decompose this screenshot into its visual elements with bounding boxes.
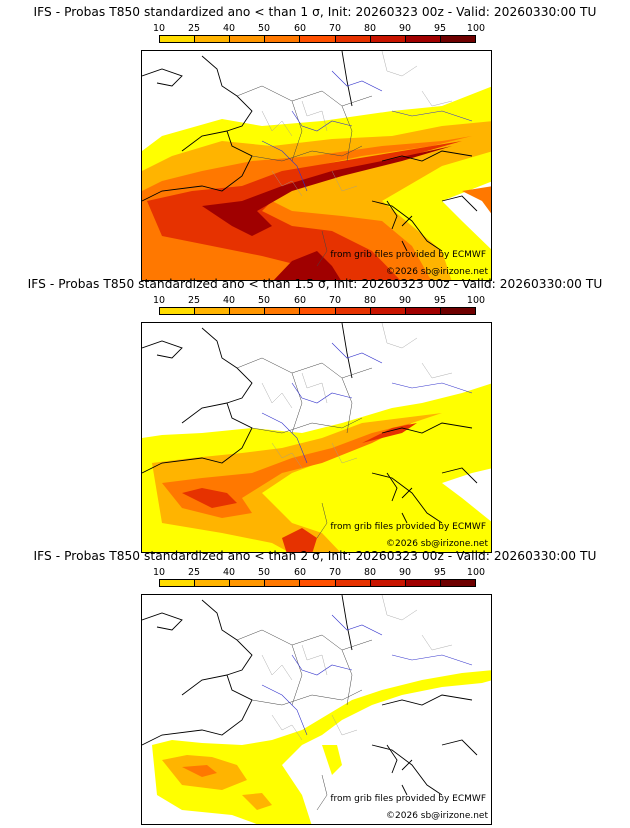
colorbar-swatch <box>160 580 196 586</box>
colorbar-tick: 60 <box>293 567 307 578</box>
map-panel-1: IFS - Probas T850 standardized ano < tha… <box>0 5 630 281</box>
colorbar-tick: 60 <box>293 295 307 306</box>
colorbar-tick: 90 <box>398 23 412 34</box>
colorbar-swatch <box>230 308 266 314</box>
panel-title: IFS - Probas T850 standardized ano < tha… <box>33 549 597 563</box>
colorbar-tick: 10 <box>152 295 166 306</box>
panel-title: IFS - Probas T850 standardized ano < tha… <box>33 5 597 19</box>
panel-title: IFS - Probas T850 standardized ano < tha… <box>27 277 603 291</box>
colorbar-swatch <box>265 36 301 42</box>
source-credit: from grib files provided by ECMWF <box>330 522 486 532</box>
colorbar-labels: 10 25 40 50 60 70 80 90 95 100 <box>140 567 492 579</box>
prob-field-red <box>147 141 462 280</box>
colorbar-tick: 100 <box>466 295 486 306</box>
colorbar-swatch <box>160 36 196 42</box>
copyright-credit: ©2026 sb@irizone.net <box>386 267 488 277</box>
prob-field-darkred-south <box>273 251 341 280</box>
colorbar-swatch <box>230 580 266 586</box>
coastline <box>142 323 478 524</box>
colorbar-labels: 10 25 40 50 60 70 80 90 95 100 <box>140 23 492 35</box>
colorbar-tick: 10 <box>152 23 166 34</box>
source-credit: from grib files provided by ECMWF <box>330 250 486 260</box>
colorbar-swatch <box>370 580 406 586</box>
colorbar-tick: 95 <box>433 567 447 578</box>
colorbar-tick: 100 <box>466 567 486 578</box>
colorbar-tick: 90 <box>398 567 412 578</box>
colorbar-labels: 10 25 40 50 60 70 80 90 95 100 <box>140 295 492 307</box>
copyright-credit: ©2026 sb@irizone.net <box>386 811 488 821</box>
colorbar-tick: 25 <box>187 295 201 306</box>
colorbar-swatch <box>370 308 406 314</box>
admin-lines <box>261 323 453 469</box>
borders <box>236 357 373 539</box>
colorbar-tick: 80 <box>363 295 377 306</box>
colorbar-tick: 70 <box>328 295 342 306</box>
map-graphic <box>142 323 491 552</box>
colorbar-swatch <box>440 36 475 42</box>
colorbar-swatch <box>405 580 441 586</box>
source-credit: from grib files provided by ECMWF <box>330 794 486 804</box>
colorbar-swatch <box>335 308 371 314</box>
rivers <box>261 614 473 736</box>
map-panel-2: IFS - Probas T850 standardized ano < tha… <box>0 277 630 553</box>
colorbar-tick: 40 <box>222 23 236 34</box>
colorbar <box>159 579 476 587</box>
colorbar-tick: 40 <box>222 567 236 578</box>
coastline <box>142 51 478 252</box>
borders <box>236 629 373 811</box>
colorbar-tick: 50 <box>257 295 271 306</box>
colorbar <box>159 35 476 43</box>
colorbar-tick: 40 <box>222 295 236 306</box>
colorbar-swatch <box>440 308 475 314</box>
colorbar-tick: 95 <box>433 295 447 306</box>
colorbar-swatch <box>440 580 475 586</box>
copyright-credit: ©2026 sb@irizone.net <box>386 539 488 549</box>
borders <box>236 85 373 267</box>
colorbar-swatch <box>195 36 231 42</box>
colorbar-swatch <box>405 308 441 314</box>
colorbar-swatch <box>160 308 196 314</box>
probability-map: from grib files provided by ECMWF ©2026 … <box>141 322 492 553</box>
map-graphic <box>142 595 491 824</box>
colorbar-swatch <box>230 36 266 42</box>
colorbar-tick: 50 <box>257 567 271 578</box>
colorbar-tick: 25 <box>187 23 201 34</box>
admin-lines <box>261 595 453 741</box>
probability-map: from grib files provided by ECMWF ©2026 … <box>141 594 492 825</box>
rivers <box>261 342 473 464</box>
colorbar-tick: 80 <box>363 23 377 34</box>
probability-map: from grib files provided by ECMWF ©2026 … <box>141 50 492 281</box>
colorbar-swatch <box>195 308 231 314</box>
colorbar-swatch <box>195 580 231 586</box>
colorbar-tick: 10 <box>152 567 166 578</box>
colorbar-swatch <box>335 580 371 586</box>
colorbar-tick: 80 <box>363 567 377 578</box>
colorbar-tick: 90 <box>398 295 412 306</box>
prob-field-ne-region <box>462 186 491 214</box>
map-panel-3: IFS - Probas T850 standardized ano < tha… <box>0 549 630 825</box>
colorbar-swatch <box>405 36 441 42</box>
map-graphic <box>142 51 491 280</box>
colorbar-tick: 60 <box>293 23 307 34</box>
prob-field-yellow <box>152 670 491 824</box>
colorbar <box>159 307 476 315</box>
colorbar-tick: 25 <box>187 567 201 578</box>
prob-field-darkorange <box>182 765 217 777</box>
colorbar-tick: 70 <box>328 567 342 578</box>
colorbar-tick: 100 <box>466 23 486 34</box>
colorbar-swatch <box>265 580 301 586</box>
colorbar-swatch <box>335 36 371 42</box>
colorbar-tick: 50 <box>257 23 271 34</box>
colorbar-swatch <box>300 36 336 42</box>
colorbar-swatch <box>265 308 301 314</box>
coastline <box>142 595 478 796</box>
colorbar-swatch <box>370 36 406 42</box>
rivers <box>261 70 473 192</box>
admin-lines <box>261 51 453 197</box>
colorbar-tick: 70 <box>328 23 342 34</box>
colorbar-tick: 95 <box>433 23 447 34</box>
colorbar-swatch <box>300 308 336 314</box>
colorbar-swatch <box>300 580 336 586</box>
